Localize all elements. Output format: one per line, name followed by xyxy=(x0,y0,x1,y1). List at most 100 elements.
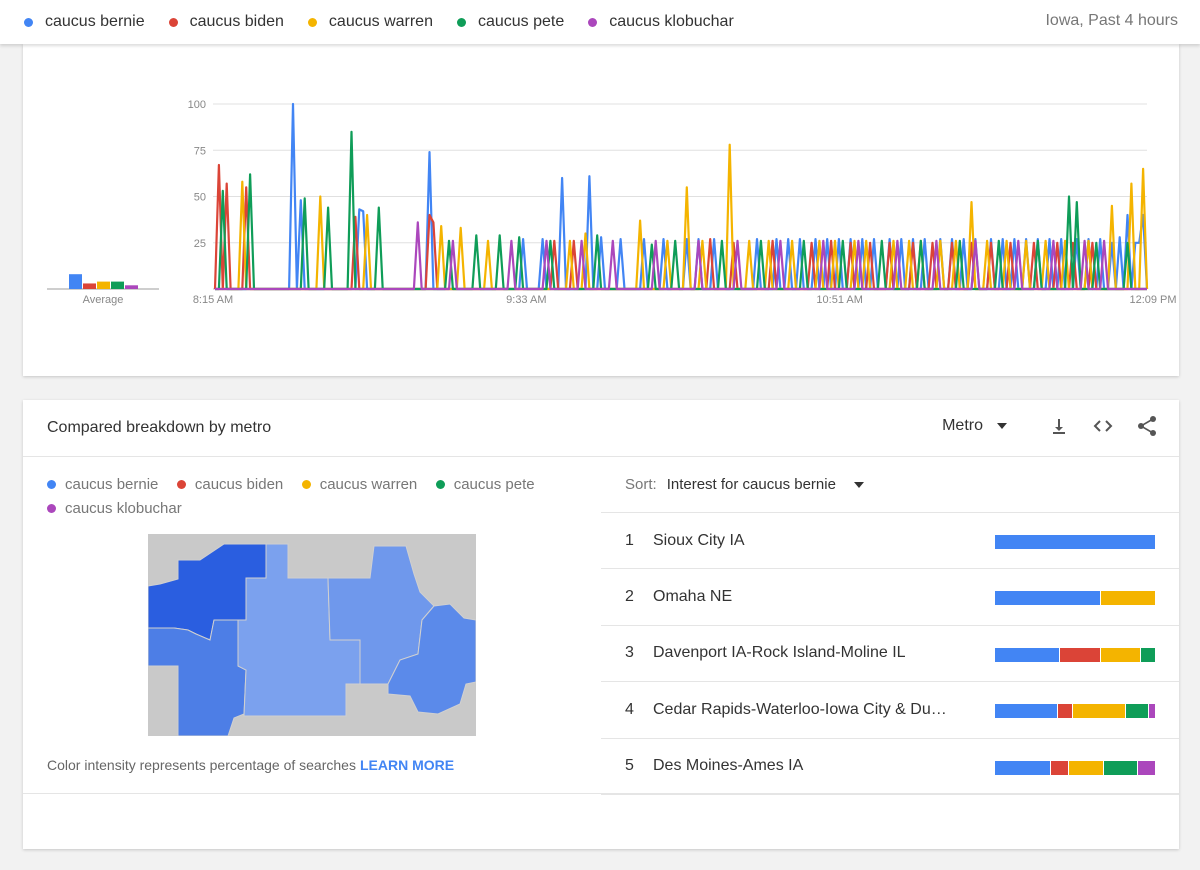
share-bar xyxy=(995,591,1156,606)
average-bar-caucus-klobuchar xyxy=(125,285,138,289)
share-bar xyxy=(995,760,1156,775)
list-item[interactable]: 3 Davenport IA-Rock Island-Moline IL xyxy=(601,624,1179,681)
list-end-divider xyxy=(601,793,1179,795)
list-item[interactable]: 2 Omaha NE xyxy=(601,568,1179,624)
share-segment-caucus-bernie xyxy=(995,760,1050,775)
download-icon[interactable] xyxy=(1047,414,1071,438)
list-item[interactable]: 4 Cedar Rapids-Waterloo-Iowa City & Dub… xyxy=(601,681,1179,737)
pete-dot-icon xyxy=(456,17,466,27)
series-line-caucus-pete xyxy=(215,130,1147,291)
share-segment-caucus-biden xyxy=(1058,704,1073,719)
series-line-caucus-klobuchar xyxy=(215,221,1147,291)
sort-label: Sort: xyxy=(625,476,657,493)
region-timeframe-label: Iowa, Past 4 hours xyxy=(1045,12,1178,29)
embed-code-icon[interactable] xyxy=(1091,414,1115,438)
list-item[interactable]: 1 Sioux City IA xyxy=(601,512,1179,568)
term-legend-bar: caucus bernie caucus biden caucus warren… xyxy=(0,0,1200,44)
share-bar xyxy=(995,535,1156,549)
legend-term-biden[interactable]: caucus biden xyxy=(168,13,284,31)
share-bar xyxy=(995,704,1156,719)
warren-dot-icon xyxy=(301,480,311,489)
rank-number: 1 xyxy=(625,531,634,549)
map-legend-pete: caucus pete xyxy=(435,476,535,493)
share-segment-caucus-bernie xyxy=(995,647,1060,662)
map-legend-biden: caucus biden xyxy=(176,476,283,493)
x-tick-label: 9:33 AM xyxy=(506,294,546,306)
metro-name[interactable]: Cedar Rapids-Waterloo-Iowa City & Dub… xyxy=(653,700,953,718)
legend-term-pete[interactable]: caucus pete xyxy=(456,13,564,31)
warren-dot-icon xyxy=(307,17,317,27)
share-segment-caucus-pete xyxy=(1140,647,1155,662)
share-segment-caucus-biden xyxy=(1050,760,1068,775)
share-segment-caucus-pete xyxy=(1125,704,1148,719)
dropdown-caret-icon xyxy=(853,481,864,488)
rank-number: 3 xyxy=(625,644,634,662)
klobuchar-dot-icon xyxy=(47,504,56,513)
x-tick-label: 10:51 AM xyxy=(816,294,862,306)
average-bar-caucus-biden xyxy=(83,283,96,289)
rank-number: 2 xyxy=(625,588,634,606)
map-legend-bernie: caucus bernie xyxy=(47,476,158,493)
share-bar xyxy=(995,647,1156,662)
metro-name[interactable]: Sioux City IA xyxy=(653,531,745,549)
learn-more-link[interactable]: LEARN MORE xyxy=(359,757,455,773)
share-segment-caucus-klobuchar xyxy=(1148,704,1155,719)
average-bar-caucus-pete xyxy=(111,281,124,289)
metro-dropdown-label: Metro xyxy=(942,417,983,434)
share-segment-caucus-warren xyxy=(1100,647,1140,662)
biden-dot-icon xyxy=(168,17,178,27)
metro-name[interactable]: Omaha NE xyxy=(653,588,733,606)
share-segment-caucus-klobuchar xyxy=(1137,760,1155,775)
klobuchar-dot-icon xyxy=(588,17,598,27)
share-icon[interactable] xyxy=(1135,414,1159,438)
pete-dot-icon xyxy=(435,480,445,489)
x-tick-label: 12:09 PM xyxy=(1129,294,1176,306)
y-tick-label: 50 xyxy=(194,192,206,204)
davenport-region[interactable] xyxy=(387,603,476,715)
x-tick-label: 8:15 AM xyxy=(193,294,233,306)
interest-over-time-chart: 100 75 50 25 8:15 AM 9:33 AM 10:51 AM 12:09 PM A… xyxy=(47,99,1177,306)
map-legend: caucus bernie caucus biden caucus warren… xyxy=(47,476,587,524)
legend-term-klobuchar[interactable]: caucus klobuchar xyxy=(588,13,734,31)
breakdown-toolbar: Metro xyxy=(942,414,1159,438)
y-tick-label: 25 xyxy=(194,238,206,250)
sort-value: Interest for caucus bernie xyxy=(666,476,836,493)
sort-control[interactable]: Sort: Interest for caucus bernie xyxy=(625,476,864,493)
biden-dot-icon xyxy=(176,480,186,489)
map-legend-warren: caucus warren xyxy=(301,476,417,493)
header-divider xyxy=(23,456,1179,457)
rank-number: 5 xyxy=(625,757,634,775)
share-segment-caucus-warren xyxy=(1100,591,1155,606)
y-tick-label: 75 xyxy=(194,145,206,157)
map-legend-klobuchar: caucus klobuchar xyxy=(47,500,182,517)
metro-name[interactable]: Des Moines-Ames IA xyxy=(653,757,804,775)
legend-term-warren[interactable]: caucus warren xyxy=(307,13,433,31)
card-bottom-divider xyxy=(23,793,1179,794)
share-segment-caucus-pete xyxy=(1104,760,1137,775)
metro-ranking-list: 1 Sioux City IA 2 Omaha NE 3 Davenport I… xyxy=(601,512,1179,795)
breakdown-title: Compared breakdown by metro xyxy=(47,419,272,436)
bernie-dot-icon xyxy=(47,480,56,489)
rank-number: 4 xyxy=(625,700,634,718)
metro-dropdown[interactable]: Metro xyxy=(942,417,1007,435)
metro-name[interactable]: Davenport IA-Rock Island-Moline IL xyxy=(653,644,906,662)
share-segment-caucus-bernie xyxy=(995,535,1155,549)
map-note: Color intensity represents percentage of… xyxy=(47,757,455,773)
y-tick-label: 100 xyxy=(188,99,206,111)
dropdown-caret-icon xyxy=(997,423,1007,429)
average-bar-caucus-warren xyxy=(97,281,110,289)
average-bar-caucus-bernie xyxy=(69,274,82,289)
list-item[interactable]: 5 Des Moines-Ames IA xyxy=(601,737,1179,794)
share-segment-caucus-warren xyxy=(1068,760,1104,775)
metro-breakdown-card: Compared breakdown by metro Metro caucus… xyxy=(23,400,1179,849)
share-segment-caucus-biden xyxy=(1060,647,1100,662)
share-segment-caucus-bernie xyxy=(995,591,1100,606)
legend-term-bernie[interactable]: caucus bernie xyxy=(24,13,145,31)
average-label: Average xyxy=(83,294,124,306)
bernie-dot-icon xyxy=(24,17,33,27)
interest-over-time-card: 100 75 50 25 8:15 AM 9:33 AM 10:51 AM 12:09 PM A… xyxy=(23,44,1179,376)
iowa-metro-map[interactable] xyxy=(148,534,476,736)
des-moines-ames-region[interactable] xyxy=(237,543,361,717)
share-segment-caucus-bernie xyxy=(995,704,1058,719)
share-segment-caucus-warren xyxy=(1073,704,1125,719)
